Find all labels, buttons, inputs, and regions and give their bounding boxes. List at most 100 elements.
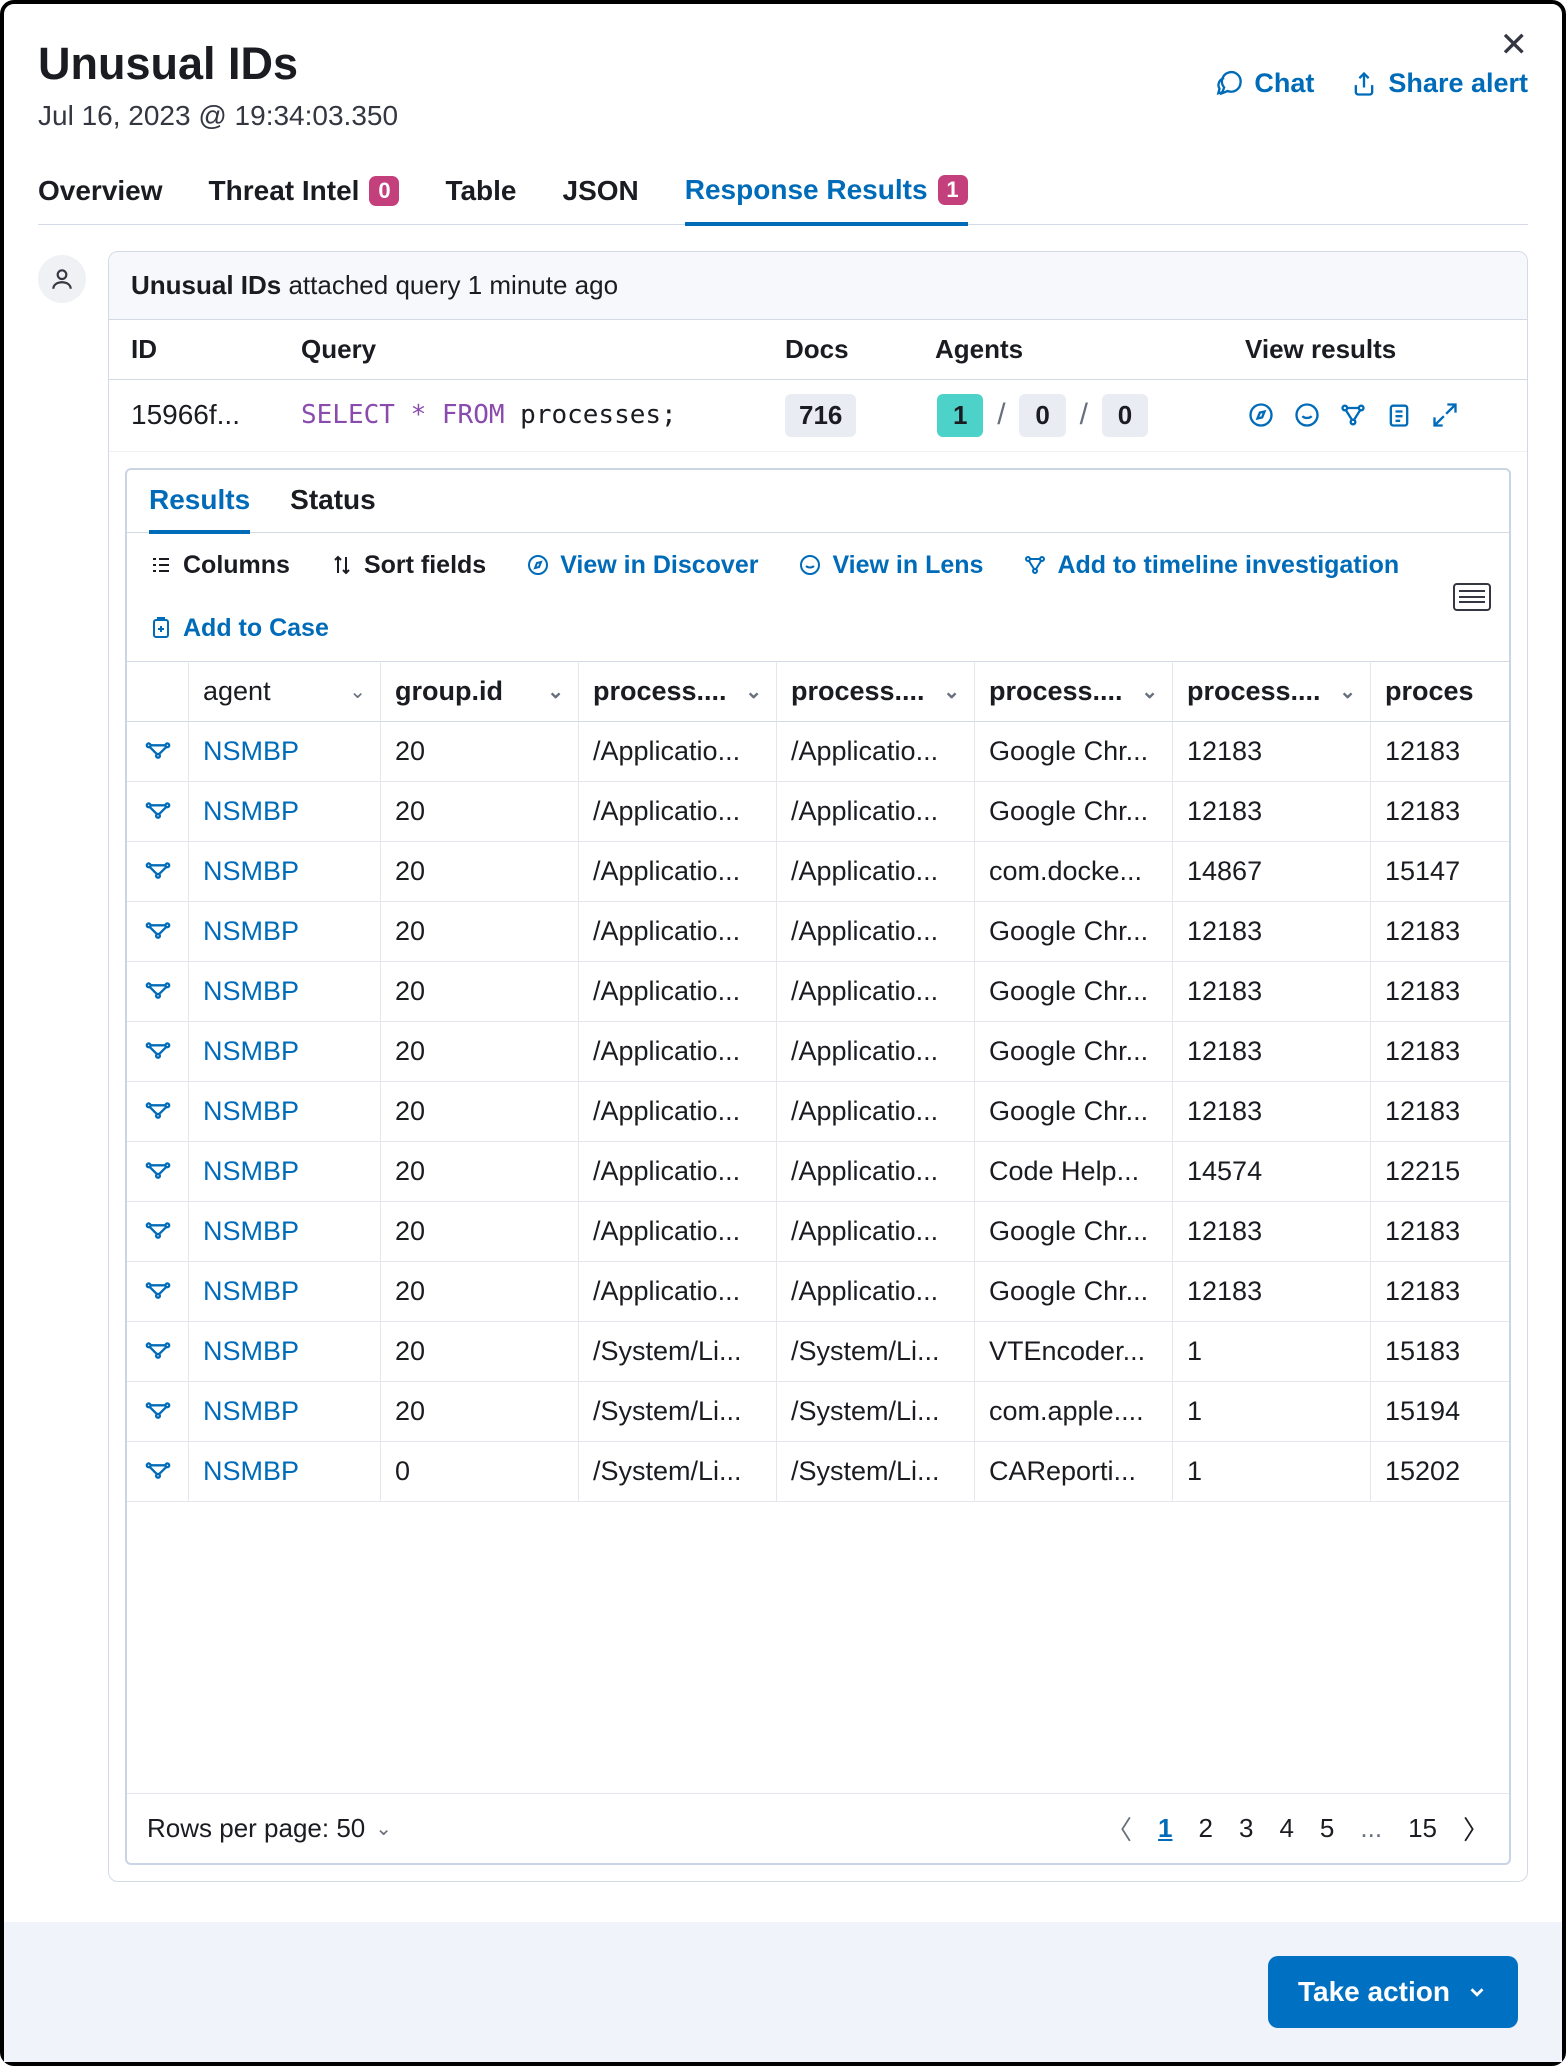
page-4[interactable]: 4 xyxy=(1279,1813,1293,1844)
row-analyze-icon[interactable] xyxy=(127,1382,189,1442)
cell-agent[interactable]: NSMBP xyxy=(189,1202,381,1262)
cell-process-4: 12183 xyxy=(1173,902,1371,962)
banner-suffix: attached query 1 minute ago xyxy=(281,270,618,300)
col-head-process-5[interactable]: proces xyxy=(1371,661,1509,722)
cell-process-4: 12183 xyxy=(1173,962,1371,1022)
page-2[interactable]: 2 xyxy=(1199,1813,1213,1844)
page-ellipsis: ... xyxy=(1360,1813,1382,1844)
page-3[interactable]: 3 xyxy=(1239,1813,1253,1844)
view-case-icon[interactable] xyxy=(1383,399,1415,431)
page-next[interactable]: 〉 xyxy=(1463,1810,1489,1847)
row-analyze-icon[interactable] xyxy=(127,1322,189,1382)
agents-summary: 1 / 0 / 0 xyxy=(935,394,1245,437)
cell-agent[interactable]: NSMBP xyxy=(189,962,381,1022)
view-in-lens-button[interactable]: View in Lens xyxy=(798,551,983,580)
col-head-view: View results xyxy=(1245,334,1505,365)
cell-agent[interactable]: NSMBP xyxy=(189,902,381,962)
query-banner: Unusual IDs attached query 1 minute ago xyxy=(109,252,1527,320)
view-lens-icon[interactable] xyxy=(1291,399,1323,431)
inner-tab-status[interactable]: Status xyxy=(290,484,376,532)
response-results-count: 1 xyxy=(938,175,968,205)
cell-agent[interactable]: NSMBP xyxy=(189,722,381,782)
cell-agent[interactable]: NSMBP xyxy=(189,1322,381,1382)
view-expand-icon[interactable] xyxy=(1429,399,1461,431)
table-row: NSMBP20/Applicatio.../Applicatio...Googl… xyxy=(127,1022,1509,1082)
row-analyze-icon[interactable] xyxy=(127,1262,189,1322)
lens-icon xyxy=(798,553,822,577)
row-analyze-icon[interactable] xyxy=(127,842,189,902)
row-analyze-icon[interactable] xyxy=(127,962,189,1022)
col-head-process-4[interactable]: process....⌄ xyxy=(1173,661,1371,722)
page-last[interactable]: 15 xyxy=(1408,1813,1437,1844)
page-5[interactable]: 5 xyxy=(1320,1813,1334,1844)
docs-count: 716 xyxy=(785,394,856,437)
row-analyze-icon[interactable] xyxy=(127,1022,189,1082)
cell-process-1: /Applicatio... xyxy=(579,1142,777,1202)
col-head-group[interactable]: group.id⌄ xyxy=(381,661,579,722)
sort-fields-button[interactable]: Sort fields xyxy=(330,551,486,580)
page-prev[interactable]: 〈 xyxy=(1106,1810,1132,1847)
agents-online: 1 xyxy=(937,394,983,437)
cell-agent[interactable]: NSMBP xyxy=(189,1262,381,1322)
tab-overview[interactable]: Overview xyxy=(38,175,163,223)
timeline-label: Add to timeline investigation xyxy=(1057,551,1399,580)
cell-agent[interactable]: NSMBP xyxy=(189,782,381,842)
inner-tab-results[interactable]: Results xyxy=(149,484,250,534)
row-analyze-icon[interactable] xyxy=(127,1442,189,1502)
cell-agent[interactable]: NSMBP xyxy=(189,1442,381,1502)
cell-process-5: 15183 xyxy=(1371,1322,1509,1382)
cell-process-1: /System/Li... xyxy=(579,1442,777,1502)
agents-error: 0 xyxy=(1102,394,1148,437)
view-discover-icon[interactable] xyxy=(1245,399,1277,431)
add-timeline-button[interactable]: Add to timeline investigation xyxy=(1023,551,1399,580)
tab-threat-intel[interactable]: Threat Intel 0 xyxy=(209,175,400,223)
chat-label: Chat xyxy=(1254,68,1314,99)
cell-process-5: 12183 xyxy=(1371,902,1509,962)
rows-per-page-button[interactable]: Rows per page: 50 ⌄ xyxy=(147,1813,392,1844)
row-analyze-icon[interactable] xyxy=(127,902,189,962)
sql-star: * xyxy=(411,400,427,430)
page-1[interactable]: 1 xyxy=(1158,1813,1172,1844)
chevron-down-icon xyxy=(1466,1981,1488,2003)
cell-agent[interactable]: NSMBP xyxy=(189,1382,381,1442)
cell-agent[interactable]: NSMBP xyxy=(189,1022,381,1082)
cell-process-3: com.docke... xyxy=(975,842,1173,902)
cell-agent[interactable]: NSMBP xyxy=(189,842,381,902)
keyboard-shortcuts-icon[interactable] xyxy=(1453,583,1491,611)
tab-table[interactable]: Table xyxy=(445,175,516,223)
row-analyze-icon[interactable] xyxy=(127,1142,189,1202)
col-head-process-3[interactable]: process....⌄ xyxy=(975,661,1173,722)
tab-response-results[interactable]: Response Results 1 xyxy=(685,174,968,226)
col-head-process-2[interactable]: process....⌄ xyxy=(777,661,975,722)
cell-process-2: /Applicatio... xyxy=(777,1082,975,1142)
table-row: NSMBP0/System/Li.../System/Li...CAReport… xyxy=(127,1442,1509,1502)
col-head-process-1[interactable]: process....⌄ xyxy=(579,661,777,722)
col-head-query: Query xyxy=(301,334,785,365)
close-icon[interactable]: ✕ xyxy=(1500,28,1529,62)
add-to-case-button[interactable]: Add to Case xyxy=(149,614,1487,643)
take-action-button[interactable]: Take action xyxy=(1268,1956,1518,2028)
col-head-agent[interactable]: agent⌄ xyxy=(189,661,381,722)
cell-agent[interactable]: NSMBP xyxy=(189,1082,381,1142)
columns-button[interactable]: Columns xyxy=(149,551,290,580)
cell-process-1: /Applicatio... xyxy=(579,782,777,842)
view-in-discover-button[interactable]: View in Discover xyxy=(526,551,758,580)
cell-process-3: Google Chr... xyxy=(975,1202,1173,1262)
banner-title: Unusual IDs xyxy=(131,270,281,300)
chat-button[interactable]: Chat xyxy=(1216,68,1314,99)
cell-process-2: /Applicatio... xyxy=(777,1142,975,1202)
tab-json[interactable]: JSON xyxy=(563,175,639,223)
row-analyze-icon[interactable] xyxy=(127,782,189,842)
chat-icon xyxy=(1216,70,1244,98)
discover-icon xyxy=(526,553,550,577)
row-analyze-icon[interactable] xyxy=(127,1202,189,1262)
cell-group: 20 xyxy=(381,902,579,962)
row-analyze-icon[interactable] xyxy=(127,722,189,782)
table-row: NSMBP20/Applicatio.../Applicatio...Googl… xyxy=(127,1262,1509,1322)
row-analyze-icon[interactable] xyxy=(127,1082,189,1142)
cell-agent[interactable]: NSMBP xyxy=(189,1142,381,1202)
cell-process-2: /System/Li... xyxy=(777,1382,975,1442)
view-timeline-icon[interactable] xyxy=(1337,399,1369,431)
share-alert-button[interactable]: Share alert xyxy=(1350,68,1528,99)
cell-process-5: 12183 xyxy=(1371,722,1509,782)
